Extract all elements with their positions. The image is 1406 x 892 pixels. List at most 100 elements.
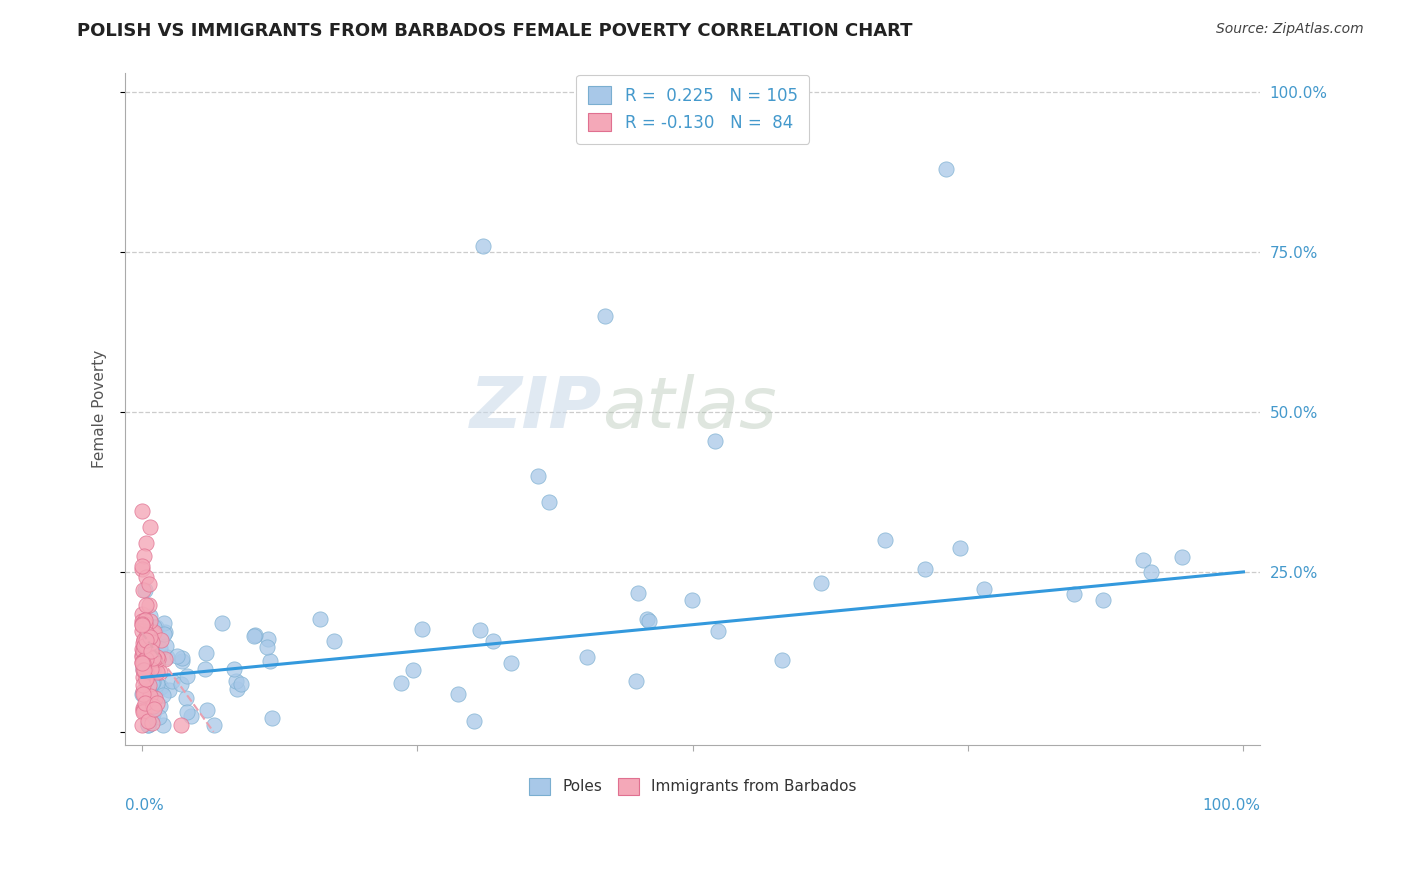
Point — [143, 690, 166, 705]
Point — [1063, 587, 1085, 601]
Point — [636, 612, 658, 626]
Point — [153, 616, 176, 631]
Point — [136, 655, 159, 669]
Point — [131, 614, 153, 628]
Point — [131, 504, 153, 518]
Point — [131, 655, 153, 669]
Point — [132, 632, 155, 647]
Point — [256, 640, 278, 654]
Point — [132, 549, 155, 563]
Point — [143, 620, 166, 634]
Point — [141, 662, 163, 676]
Point — [1139, 565, 1161, 579]
Point — [134, 704, 156, 718]
Point — [222, 661, 245, 675]
Point — [195, 647, 218, 661]
Point — [132, 687, 155, 701]
Point — [132, 639, 155, 653]
Point — [226, 681, 249, 696]
Point — [135, 665, 157, 680]
Point — [138, 638, 160, 652]
Point — [402, 663, 425, 677]
Point — [132, 663, 155, 677]
Point — [538, 494, 561, 508]
Point — [142, 632, 165, 647]
Point — [472, 238, 495, 252]
Point — [136, 718, 159, 732]
Point — [703, 434, 725, 448]
Point — [149, 633, 172, 648]
Point — [174, 691, 197, 706]
Point — [139, 643, 162, 657]
Point — [411, 622, 433, 636]
Point — [131, 617, 153, 632]
Point — [309, 612, 332, 626]
Point — [131, 687, 153, 701]
Point — [136, 663, 159, 677]
Point — [148, 652, 170, 666]
Point — [138, 520, 160, 534]
Point — [706, 624, 728, 639]
Point — [131, 656, 153, 670]
Point — [131, 718, 153, 732]
Point — [139, 630, 162, 644]
Point — [132, 636, 155, 650]
Point — [134, 640, 156, 654]
Point — [176, 705, 198, 719]
Point — [132, 645, 155, 659]
Point — [131, 607, 153, 622]
Point — [262, 711, 284, 725]
Point — [131, 616, 153, 631]
Point — [195, 703, 218, 717]
Point — [170, 677, 193, 691]
Point — [136, 718, 159, 732]
Point — [135, 646, 157, 660]
Point — [194, 662, 217, 676]
Point — [148, 710, 170, 724]
Point — [575, 649, 598, 664]
Point — [131, 624, 153, 639]
Point — [225, 673, 247, 688]
Point — [139, 708, 162, 723]
Point — [132, 658, 155, 673]
Point — [211, 615, 233, 630]
Point — [138, 608, 160, 623]
Point — [170, 655, 193, 669]
Point — [142, 675, 165, 690]
Point — [142, 706, 165, 721]
Text: 0.0%: 0.0% — [125, 798, 165, 814]
Point — [131, 684, 153, 698]
Point — [136, 677, 159, 691]
Point — [138, 704, 160, 718]
Point — [149, 698, 172, 713]
Text: POLISH VS IMMIGRANTS FROM BARBADOS FEMALE POVERTY CORRELATION CHART: POLISH VS IMMIGRANTS FROM BARBADOS FEMAL… — [77, 22, 912, 40]
Text: 100.0%: 100.0% — [1202, 798, 1260, 814]
Point — [143, 691, 166, 706]
Point — [627, 586, 650, 600]
Point — [136, 648, 159, 662]
Point — [935, 161, 957, 176]
Text: ZIP: ZIP — [470, 375, 602, 443]
Point — [139, 689, 162, 703]
Point — [134, 673, 156, 688]
Point — [681, 593, 703, 607]
Point — [202, 718, 225, 732]
Point — [166, 649, 188, 664]
Point — [134, 651, 156, 665]
Point — [142, 698, 165, 713]
Point — [143, 654, 166, 668]
Point — [131, 583, 153, 598]
Text: Source: ZipAtlas.com: Source: ZipAtlas.com — [1216, 22, 1364, 37]
Point — [131, 648, 153, 662]
Point — [153, 624, 176, 639]
Point — [135, 639, 157, 653]
Point — [156, 650, 179, 665]
Legend: Poles, Immigrants from Barbados: Poles, Immigrants from Barbados — [523, 772, 863, 801]
Point — [527, 469, 550, 483]
Point — [143, 625, 166, 640]
Point — [131, 650, 153, 665]
Point — [134, 643, 156, 657]
Point — [155, 639, 177, 653]
Point — [499, 657, 522, 671]
Point — [134, 616, 156, 631]
